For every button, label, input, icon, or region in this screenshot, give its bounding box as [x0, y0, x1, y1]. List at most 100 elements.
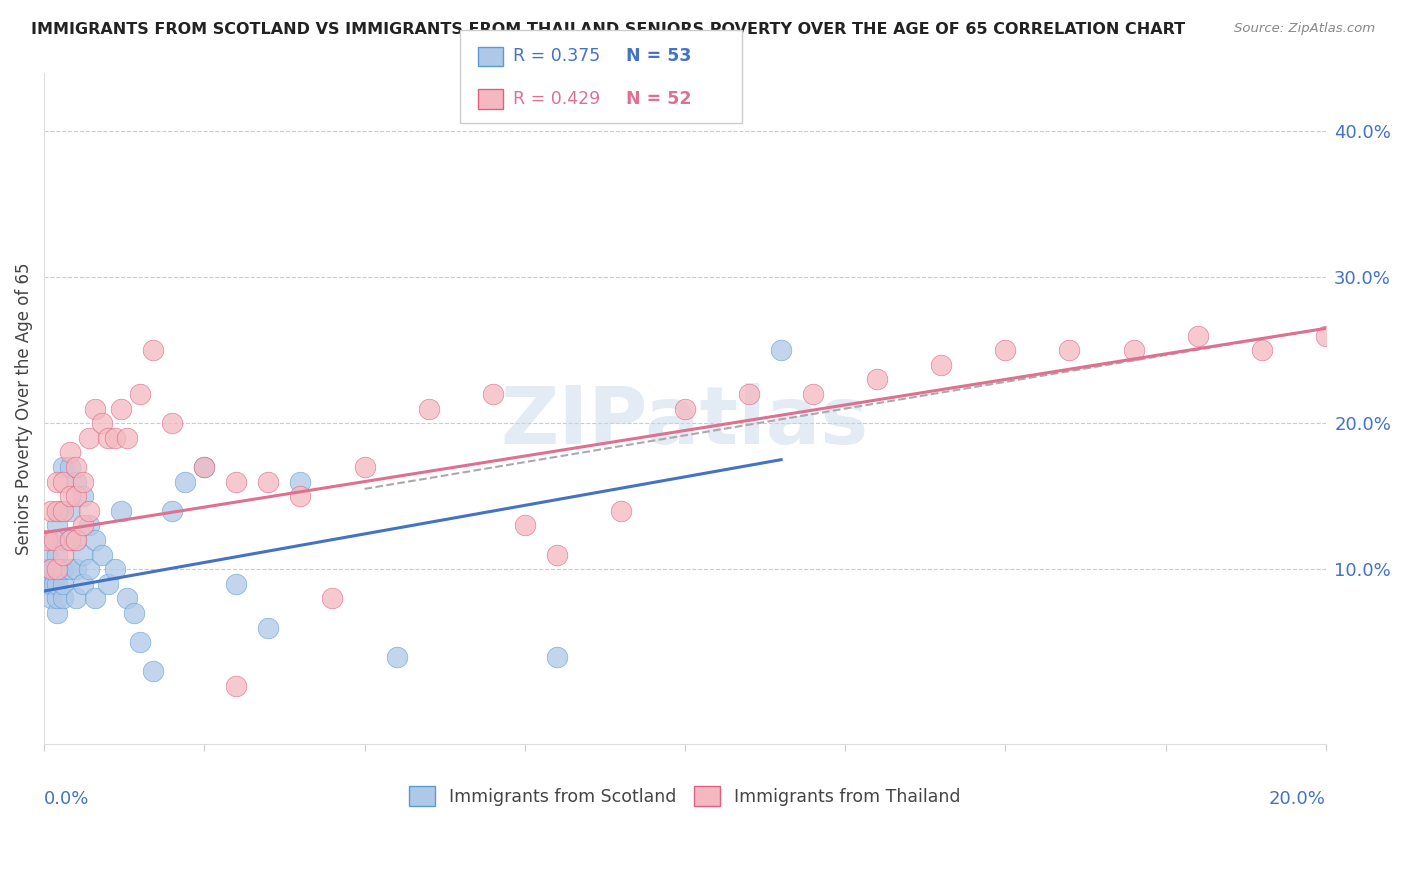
Point — [90, 548, 112, 562]
Point — [97, 431, 120, 445]
Point — [110, 401, 132, 416]
Point — [122, 606, 145, 620]
Point — [59, 504, 82, 518]
Text: ZIPatlas: ZIPatlas — [501, 383, 869, 461]
Point — [994, 343, 1017, 358]
Point — [481, 387, 503, 401]
Point — [65, 489, 87, 503]
Point — [225, 679, 247, 693]
Point — [513, 518, 536, 533]
Point — [37, 562, 59, 576]
Text: 0.0%: 0.0% — [44, 790, 90, 808]
Point — [738, 387, 761, 401]
Point — [142, 343, 165, 358]
Point — [45, 606, 67, 620]
Point — [418, 401, 440, 416]
Point — [65, 562, 87, 576]
Point — [770, 343, 793, 358]
Point — [97, 576, 120, 591]
Point — [52, 576, 75, 591]
Point — [353, 460, 375, 475]
Point — [49, 562, 72, 576]
Text: R = 0.429: R = 0.429 — [513, 90, 600, 108]
Point — [59, 460, 82, 475]
Point — [1187, 328, 1209, 343]
Point — [117, 591, 139, 606]
Point — [162, 504, 184, 518]
Point — [59, 445, 82, 459]
Point — [174, 475, 197, 489]
Text: 20.0%: 20.0% — [1270, 790, 1326, 808]
Point — [929, 358, 952, 372]
Point — [72, 548, 94, 562]
Point — [39, 591, 62, 606]
Point — [84, 533, 107, 547]
Point — [257, 620, 280, 634]
Point — [1059, 343, 1081, 358]
Text: Source: ZipAtlas.com: Source: ZipAtlas.com — [1234, 22, 1375, 36]
Point — [673, 401, 696, 416]
Point — [45, 475, 67, 489]
Point — [42, 562, 65, 576]
Point — [65, 460, 87, 475]
Point — [385, 649, 408, 664]
Point — [45, 562, 67, 576]
Point — [225, 576, 247, 591]
Point — [72, 489, 94, 503]
Legend: Immigrants from Scotland, Immigrants from Thailand: Immigrants from Scotland, Immigrants fro… — [402, 779, 967, 813]
Point — [77, 431, 100, 445]
Point — [77, 504, 100, 518]
Point — [72, 475, 94, 489]
Point — [257, 475, 280, 489]
Point — [45, 504, 67, 518]
Point — [37, 533, 59, 547]
Point — [39, 576, 62, 591]
Point — [129, 387, 152, 401]
Point — [866, 372, 889, 386]
Point — [1315, 328, 1337, 343]
Point — [290, 489, 312, 503]
Point — [84, 401, 107, 416]
Point — [39, 533, 62, 547]
Point — [52, 562, 75, 576]
Point — [59, 489, 82, 503]
Point — [52, 591, 75, 606]
Point — [290, 475, 312, 489]
Point — [1122, 343, 1144, 358]
Point — [37, 548, 59, 562]
Point — [52, 548, 75, 562]
Point — [59, 562, 82, 576]
Point — [52, 460, 75, 475]
Text: IMMIGRANTS FROM SCOTLAND VS IMMIGRANTS FROM THAILAND SENIORS POVERTY OVER THE AG: IMMIGRANTS FROM SCOTLAND VS IMMIGRANTS F… — [31, 22, 1185, 37]
Point — [225, 475, 247, 489]
Point — [39, 562, 62, 576]
Point — [110, 504, 132, 518]
Point — [59, 533, 82, 547]
Point — [42, 576, 65, 591]
Point — [37, 576, 59, 591]
Point — [129, 635, 152, 649]
Text: N = 52: N = 52 — [626, 90, 692, 108]
Point — [49, 504, 72, 518]
Point — [162, 416, 184, 430]
Point — [104, 431, 127, 445]
Point — [90, 416, 112, 430]
Point — [65, 533, 87, 547]
Point — [45, 518, 67, 533]
Point — [321, 591, 343, 606]
Point — [52, 533, 75, 547]
Text: N = 53: N = 53 — [626, 47, 690, 65]
Text: R = 0.375: R = 0.375 — [513, 47, 600, 65]
Point — [1250, 343, 1272, 358]
Point — [193, 460, 215, 475]
Point — [45, 576, 67, 591]
Point — [65, 591, 87, 606]
Point — [72, 576, 94, 591]
Point — [45, 591, 67, 606]
Point — [193, 460, 215, 475]
Point — [45, 548, 67, 562]
Point — [72, 518, 94, 533]
Point — [65, 475, 87, 489]
Point — [104, 562, 127, 576]
Point — [546, 548, 568, 562]
